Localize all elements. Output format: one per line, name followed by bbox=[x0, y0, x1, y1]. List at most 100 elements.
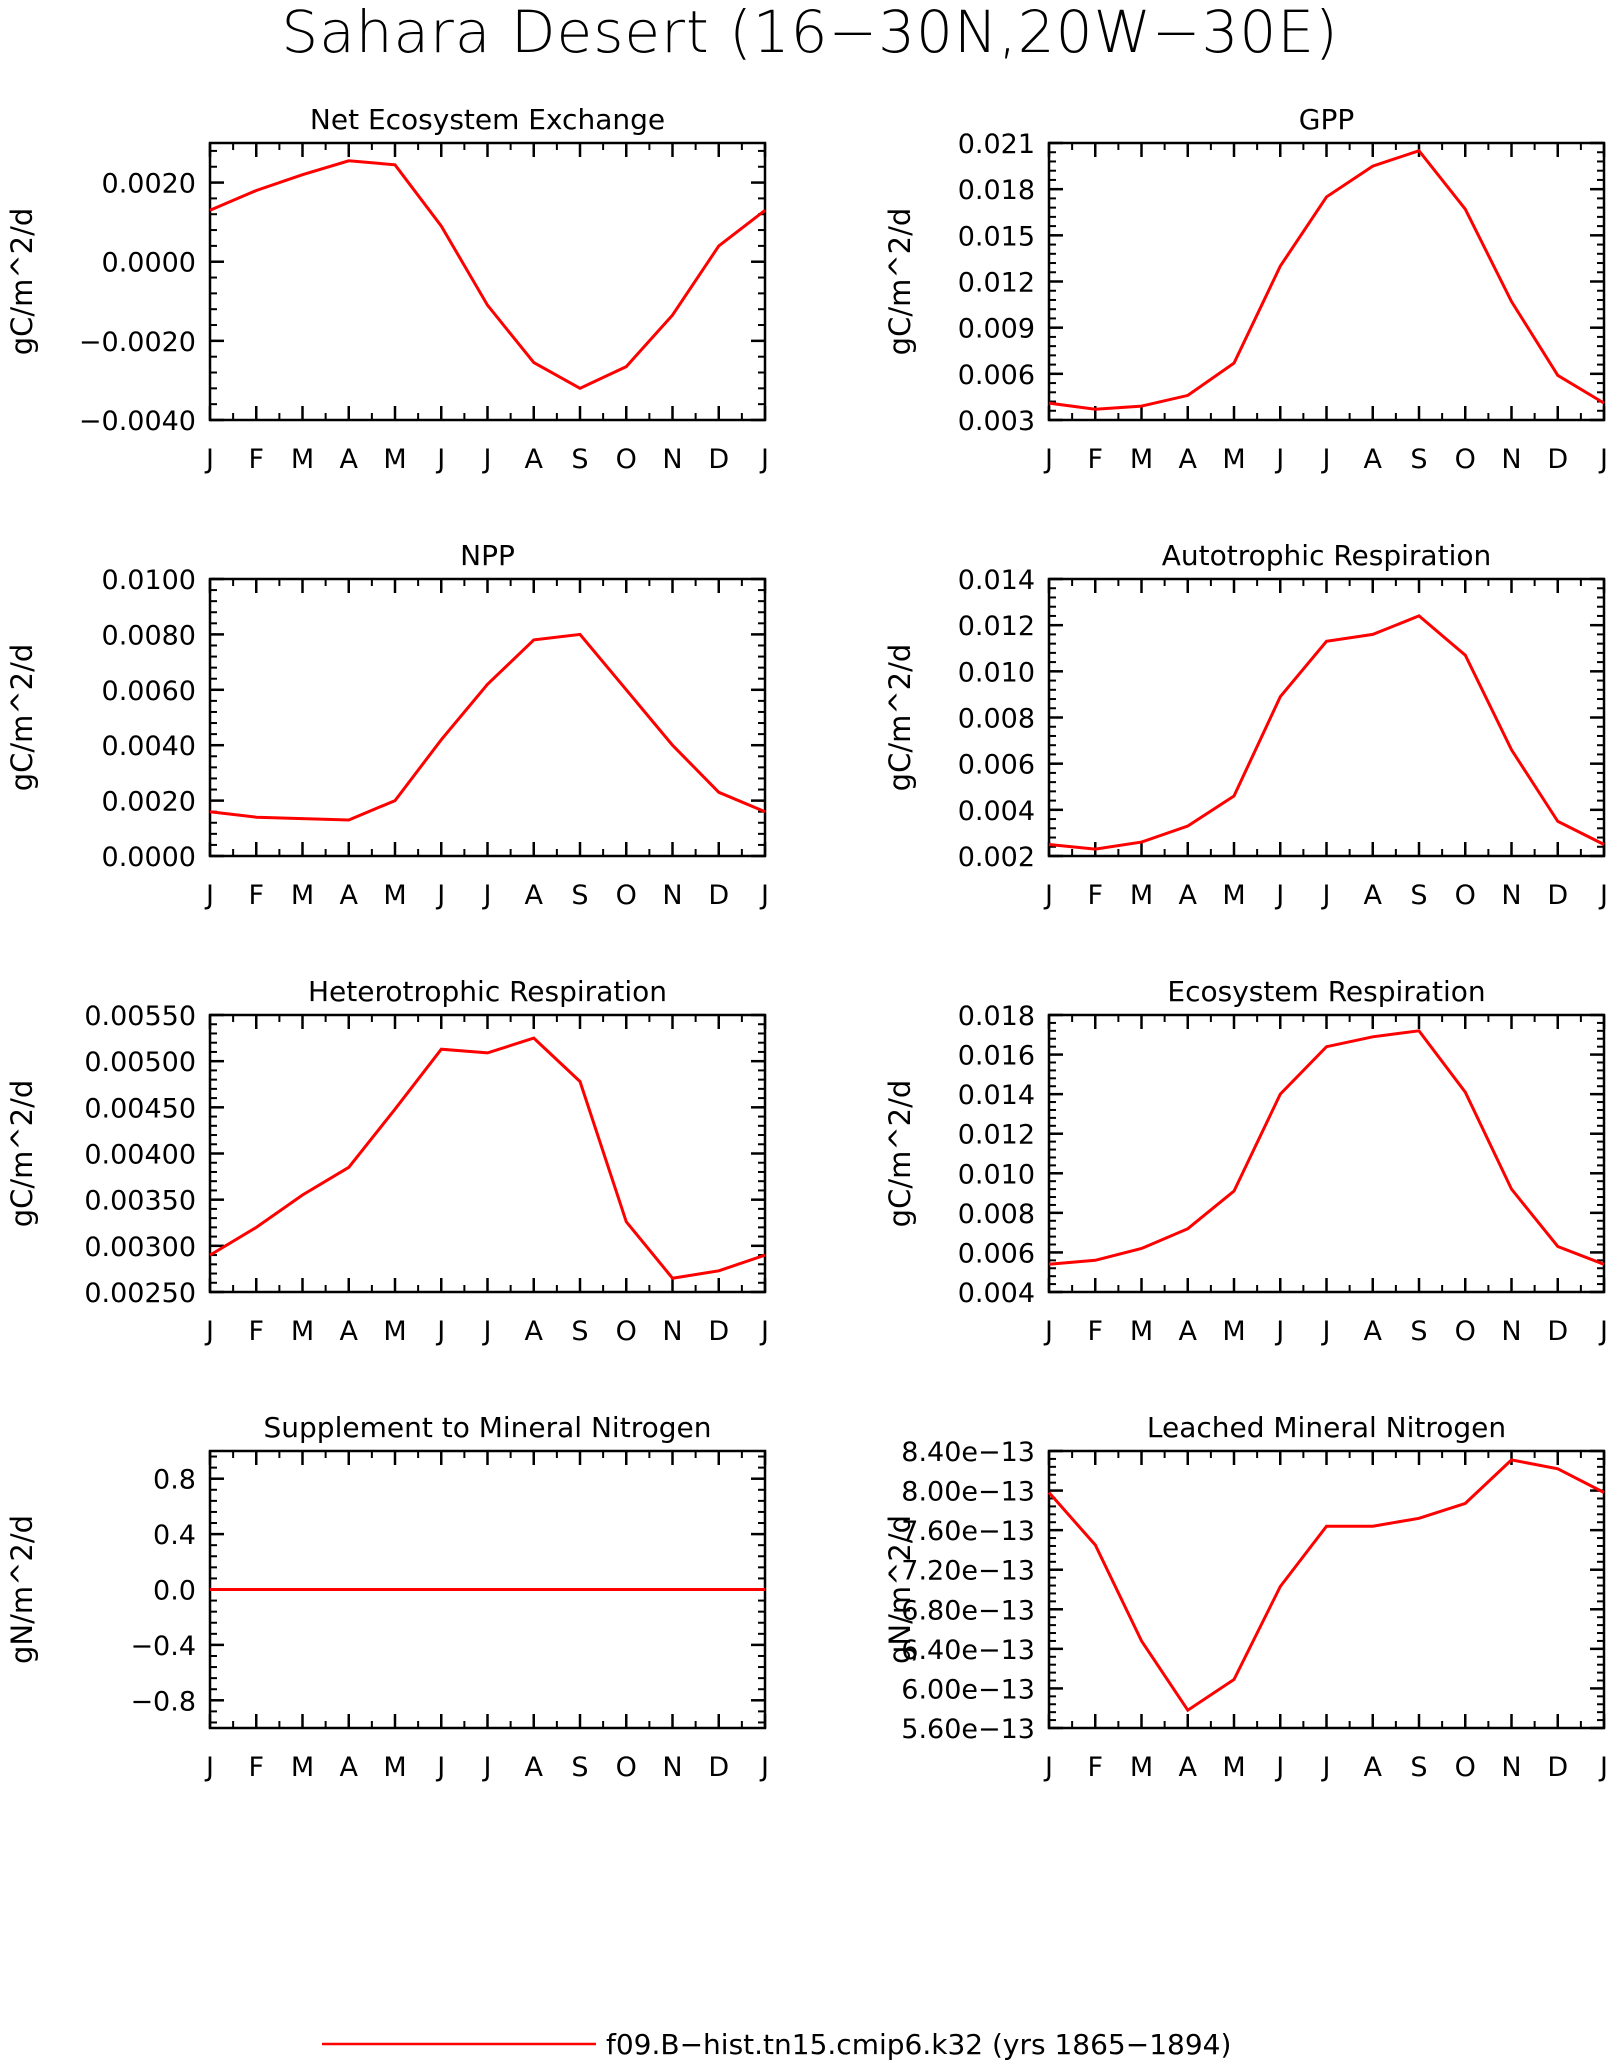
x-tick-label: J bbox=[1598, 444, 1608, 475]
panel-title: Supplement to Mineral Nitrogen bbox=[264, 1411, 712, 1444]
x-tick-label: O bbox=[616, 1316, 637, 1347]
x-tick-label: O bbox=[1455, 1752, 1476, 1783]
y-tick-label: 6.40e−13 bbox=[901, 1635, 1035, 1666]
y-axis-label: gN/m^2/d bbox=[883, 1515, 917, 1664]
plot-frame bbox=[208, 577, 767, 858]
x-tick-label: J bbox=[482, 1752, 492, 1783]
x-tick-label: A bbox=[1364, 1316, 1383, 1347]
x-tick-label: N bbox=[1501, 1752, 1521, 1783]
x-tick-label: A bbox=[1179, 444, 1198, 475]
panel-6: 0.004 0.006 0.008 0.010 0.012 0.014 0.016 0.018… bbox=[883, 975, 1608, 1347]
x-tick-label: O bbox=[616, 880, 637, 911]
x-tick-label: N bbox=[1501, 880, 1521, 911]
y-tick-label: 0.4 bbox=[153, 1520, 196, 1551]
y-axis-label: gC/m^2/d bbox=[883, 644, 917, 792]
x-tick-label: J bbox=[482, 444, 492, 475]
x-tick-label: S bbox=[1410, 444, 1427, 475]
x-tick-label: J bbox=[1598, 1316, 1608, 1347]
y-tick-label: 0.0000 bbox=[102, 248, 196, 279]
y-tick-label: 0.012 bbox=[958, 268, 1035, 299]
y-tick-label: 0.014 bbox=[958, 1080, 1035, 1111]
panel-title: Autotrophic Respiration bbox=[1162, 539, 1491, 572]
panel-7: −0.8−0.40.00.40.8J F M A M J J A S O N D JSupplement… bbox=[5, 1411, 769, 1783]
x-tick-label: J bbox=[435, 1752, 445, 1783]
x-tick-label: O bbox=[616, 1752, 637, 1783]
x-tick-label: A bbox=[1179, 1752, 1198, 1783]
y-tick-label: 0.002 bbox=[958, 842, 1035, 873]
y-axis-label: gC/m^2/d bbox=[5, 644, 39, 792]
x-tick-label: O bbox=[1455, 444, 1476, 475]
y-tick-label: −0.4 bbox=[130, 1631, 196, 1662]
y-tick-label: 0.021 bbox=[958, 129, 1035, 160]
series-line bbox=[209, 159, 766, 390]
x-tick-label: J bbox=[204, 1752, 214, 1783]
x-tick-label: J bbox=[482, 880, 492, 911]
x-tick-label: N bbox=[662, 1752, 682, 1783]
x-tick-label: M bbox=[291, 880, 314, 911]
x-tick-label: J bbox=[204, 880, 214, 911]
y-tick-label: 0.0000 bbox=[102, 842, 196, 873]
x-tick-label: A bbox=[525, 1316, 544, 1347]
x-tick-label: M bbox=[383, 880, 406, 911]
plot-frame bbox=[1047, 141, 1606, 422]
y-tick-label: 0.00350 bbox=[84, 1186, 196, 1217]
y-tick-label: 0.0080 bbox=[102, 620, 196, 651]
x-tick-label: A bbox=[1364, 444, 1383, 475]
x-tick-label: N bbox=[662, 444, 682, 475]
y-tick-label: 0.00450 bbox=[84, 1093, 196, 1124]
series-line bbox=[1048, 148, 1605, 411]
x-tick-label: A bbox=[525, 880, 544, 911]
y-tick-label: 0.004 bbox=[958, 796, 1035, 827]
x-tick-label: M bbox=[383, 444, 406, 475]
x-tick-label: M bbox=[1222, 444, 1245, 475]
y-tick-label: 0.00500 bbox=[84, 1047, 196, 1078]
x-tick-label: N bbox=[1501, 444, 1521, 475]
y-tick-label: −0.8 bbox=[130, 1686, 196, 1717]
panel-title: Net Ecosystem Exchange bbox=[310, 103, 665, 136]
x-tick-label: D bbox=[1547, 880, 1568, 911]
x-tick-label: J bbox=[1321, 1752, 1331, 1783]
x-tick-label: S bbox=[571, 444, 588, 475]
x-tick-label: F bbox=[248, 1752, 264, 1783]
y-tick-label: 0.018 bbox=[958, 1001, 1035, 1032]
x-tick-label: A bbox=[1179, 880, 1198, 911]
plot-frame bbox=[1047, 577, 1606, 858]
x-tick-label: D bbox=[1547, 1752, 1568, 1783]
x-tick-label: S bbox=[571, 1316, 588, 1347]
x-tick-label: D bbox=[1547, 1316, 1568, 1347]
plot-frame bbox=[208, 1013, 767, 1294]
figure-title: Sahara Desert (16−30N,20W−30E) bbox=[281, 0, 1338, 66]
x-tick-label: J bbox=[759, 880, 769, 911]
y-tick-label: 0.8 bbox=[153, 1465, 196, 1496]
y-tick-label: 0.0 bbox=[153, 1576, 196, 1607]
y-tick-label: 0.00300 bbox=[84, 1232, 196, 1263]
x-tick-label: M bbox=[383, 1752, 406, 1783]
y-tick-label: 0.004 bbox=[958, 1278, 1035, 1309]
x-tick-label: M bbox=[1222, 1316, 1245, 1347]
y-axis-label: gC/m^2/d bbox=[883, 1080, 917, 1228]
x-tick-label: J bbox=[482, 1316, 492, 1347]
y-tick-label: 6.80e−13 bbox=[901, 1595, 1035, 1626]
x-tick-label: S bbox=[1410, 1316, 1427, 1347]
y-axis-label: gC/m^2/d bbox=[5, 1080, 39, 1228]
x-tick-label: D bbox=[708, 880, 729, 911]
x-tick-label: J bbox=[759, 1316, 769, 1347]
x-tick-label: M bbox=[291, 1316, 314, 1347]
x-tick-label: M bbox=[1130, 444, 1153, 475]
x-tick-label: J bbox=[204, 444, 214, 475]
x-tick-label: M bbox=[1130, 880, 1153, 911]
series-line bbox=[1048, 1029, 1605, 1266]
x-tick-label: A bbox=[340, 1316, 359, 1347]
y-tick-label: 0.009 bbox=[958, 314, 1035, 345]
x-tick-label: M bbox=[1130, 1316, 1153, 1347]
x-tick-label: S bbox=[571, 880, 588, 911]
y-tick-label: 8.00e−13 bbox=[901, 1477, 1035, 1508]
x-tick-label: F bbox=[248, 1316, 264, 1347]
x-tick-label: S bbox=[1410, 880, 1427, 911]
x-tick-label: A bbox=[1364, 880, 1383, 911]
x-tick-label: J bbox=[759, 444, 769, 475]
x-tick-label: A bbox=[340, 444, 359, 475]
y-tick-label: 7.20e−13 bbox=[901, 1556, 1035, 1587]
y-tick-label: 0.015 bbox=[958, 221, 1035, 252]
